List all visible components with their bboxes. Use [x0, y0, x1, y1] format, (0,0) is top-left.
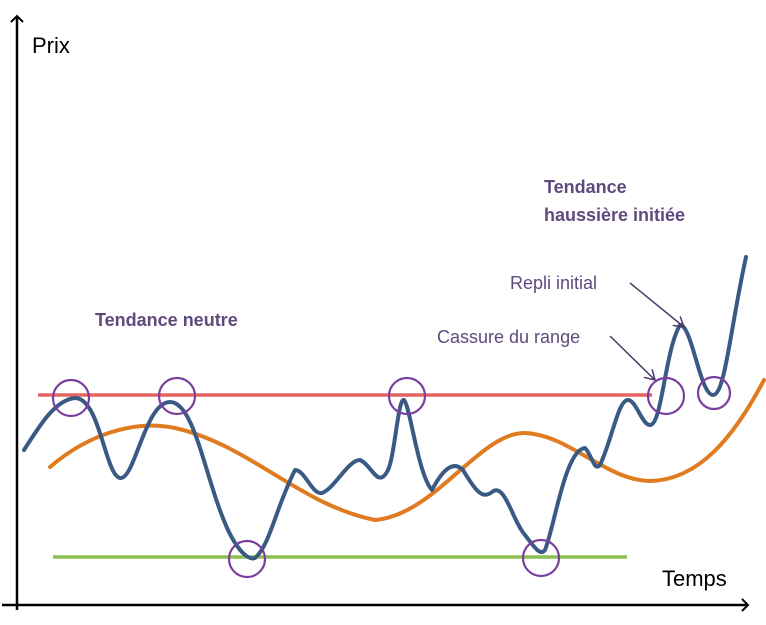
- marker-circle: [157, 376, 197, 416]
- marker-circle: [387, 376, 427, 416]
- initial-pullback-pointer: [629, 282, 684, 327]
- uptrend-label-line1: Tendance: [544, 177, 627, 197]
- uptrend-label-line2: haussière initiée: [544, 205, 685, 225]
- marker-circle: [521, 538, 561, 578]
- marker-circle: [227, 539, 267, 579]
- initial-pullback-label: Repli initial: [510, 273, 597, 293]
- marker-circle: [696, 375, 732, 411]
- range-break-label: Cassure du range: [437, 327, 580, 347]
- price-curve: [22, 255, 748, 561]
- range-break-pointer: [609, 335, 655, 380]
- y-axis-label: Prix: [32, 33, 70, 58]
- moving-average-curve: [48, 378, 766, 523]
- neutral-trend-label: Tendance neutre: [95, 310, 238, 330]
- x-axis-label: Temps: [662, 566, 727, 591]
- marker-circle: [646, 376, 686, 416]
- marker-circle: [51, 378, 91, 418]
